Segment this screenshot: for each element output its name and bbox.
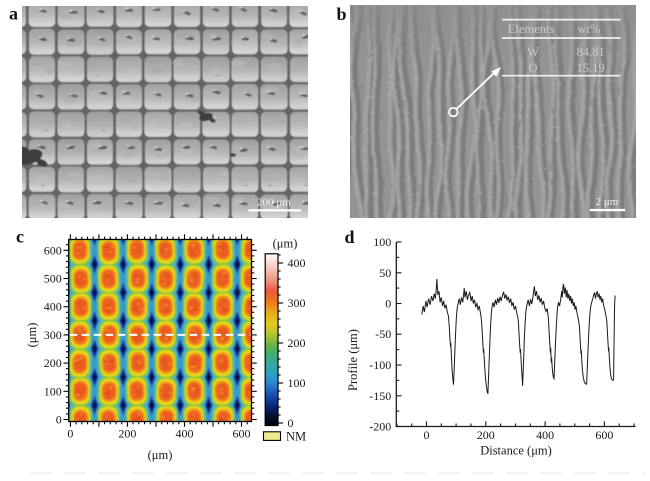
svg-text:200: 200 [44,356,62,370]
svg-text:600: 600 [233,427,251,441]
svg-text:500: 500 [44,272,62,286]
svg-text:-200: -200 [369,420,391,434]
svg-text:Elements: Elements [508,22,555,36]
svg-text:c: c [16,227,24,247]
svg-text:W: W [527,45,539,59]
svg-text:600: 600 [44,243,62,257]
svg-text:300: 300 [288,296,306,310]
svg-text:600: 600 [595,428,613,442]
svg-text:400: 400 [288,256,306,270]
svg-text:-150: -150 [369,389,391,403]
svg-text:100: 100 [288,376,306,390]
svg-text:Profile (μm): Profile (μm) [346,329,360,391]
svg-text:O: O [528,61,537,75]
svg-text:50: 50 [379,266,391,280]
svg-text:wt%: wt% [578,22,601,36]
svg-text:15.19: 15.19 [576,61,604,75]
svg-text:0: 0 [67,427,73,441]
svg-text:0: 0 [288,416,294,430]
svg-text:0: 0 [424,428,430,442]
svg-text:400: 400 [44,300,62,314]
svg-text:400: 400 [176,427,194,441]
svg-text:300: 300 [44,328,62,342]
svg-text:84.81: 84.81 [576,45,604,59]
svg-text:0: 0 [56,413,62,427]
svg-text:-50: -50 [375,327,391,341]
svg-text:a: a [9,4,18,24]
svg-text:NM: NM [286,430,306,444]
svg-text:0: 0 [385,297,391,311]
svg-text:(μm): (μm) [273,237,298,251]
svg-text:200: 200 [118,427,136,441]
svg-text:(μm): (μm) [25,323,39,348]
svg-text:Distance (μm): Distance (μm) [480,444,552,458]
svg-text:400: 400 [536,428,554,442]
svg-text:200 μm: 200 μm [257,197,291,209]
svg-text:b: b [337,4,347,24]
svg-text:-100: -100 [369,358,391,372]
svg-text:100: 100 [44,384,62,398]
svg-text:(μm): (μm) [148,448,173,462]
svg-text:100: 100 [373,235,391,249]
svg-text:d: d [345,227,355,247]
svg-text:200: 200 [288,336,306,350]
svg-text:2 μm: 2 μm [596,196,619,208]
svg-text:200: 200 [477,428,495,442]
